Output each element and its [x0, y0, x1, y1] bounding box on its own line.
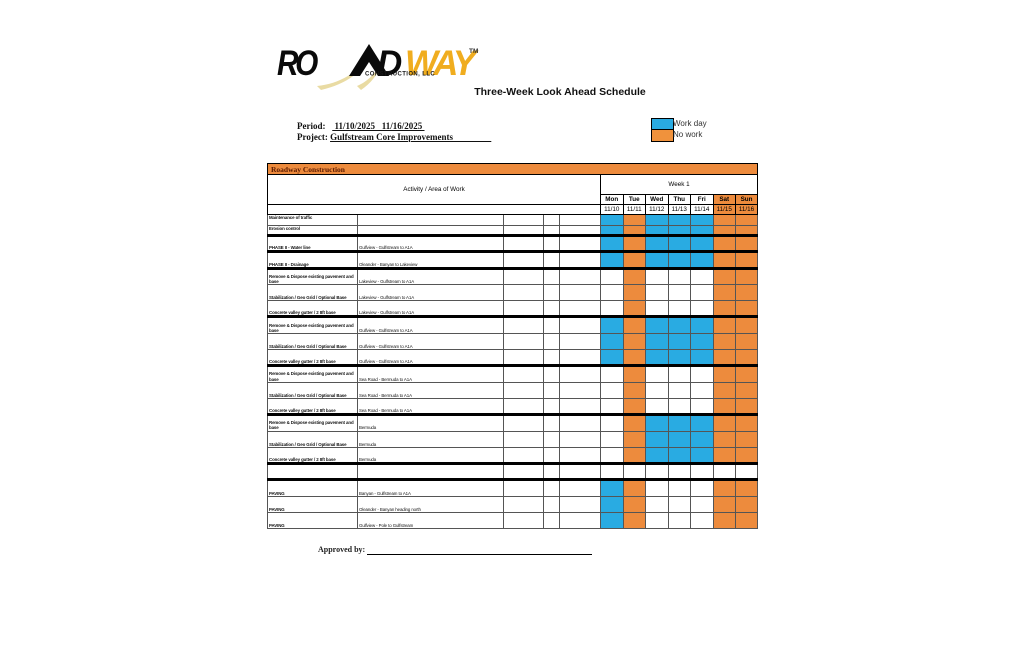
svg-text:CONSTRUCTION, LLC: CONSTRUCTION, LLC — [365, 72, 435, 78]
svg-text:TM: TM — [469, 48, 478, 55]
svg-text:RO: RO — [277, 44, 318, 83]
